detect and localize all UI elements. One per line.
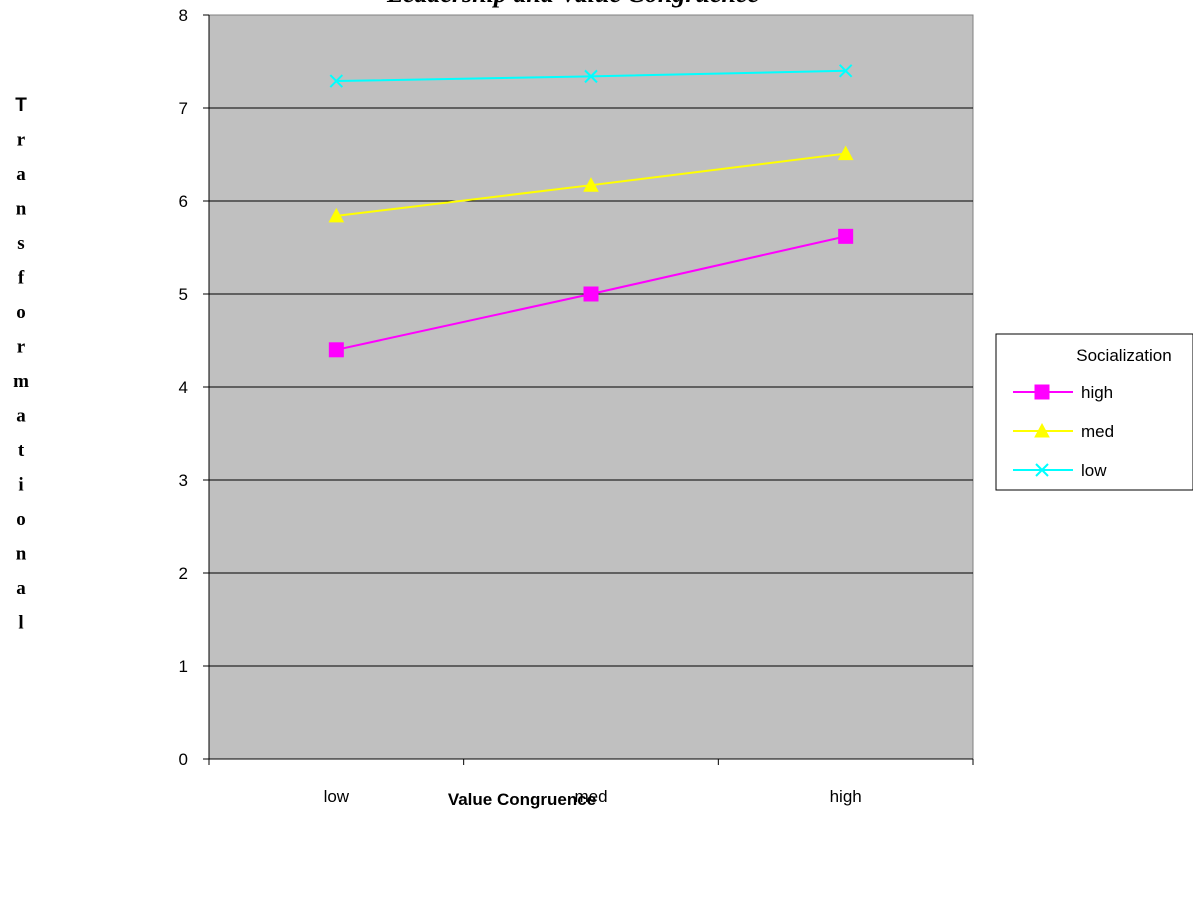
series-med	[328, 145, 854, 223]
data-point-high	[328, 342, 344, 358]
x-tick-label: low	[324, 787, 350, 806]
series-low	[329, 64, 853, 88]
x-tick-label: high	[830, 787, 862, 806]
axes	[203, 14, 974, 765]
y-axis-label-letter: n	[16, 544, 27, 565]
chart-title: Leadership and Value Congruence	[386, 0, 759, 8]
data-point-low	[329, 74, 344, 88]
legend-item-high: high	[1013, 383, 1113, 402]
y-tick-label: 3	[179, 471, 188, 490]
y-tick-label: 6	[179, 192, 188, 211]
y-tick-label: 7	[179, 99, 188, 118]
y-tick-label: 0	[179, 750, 188, 769]
legend-swatch-marker	[1034, 384, 1050, 400]
legend-label: med	[1081, 422, 1114, 441]
data-point-med	[328, 207, 345, 223]
y-axis-label-letter: f	[18, 268, 25, 289]
y-axis-label-letter: T	[15, 95, 27, 116]
legend-swatch-marker	[1034, 422, 1050, 438]
series-high	[328, 228, 854, 358]
series-lines	[328, 64, 854, 358]
y-axis-label-letter: i	[18, 475, 23, 496]
y-axis-label-letter: a	[16, 578, 26, 599]
x-axis-label: Value Congruence	[448, 790, 596, 809]
y-axis-label-letter: t	[18, 440, 25, 461]
y-tick-label: 5	[179, 285, 188, 304]
legend-item-med: med	[1013, 422, 1114, 441]
y-axis-label-letter: s	[17, 233, 24, 254]
y-tick-label: 8	[179, 6, 188, 25]
legend-swatch-marker	[1035, 463, 1049, 477]
y-axis-label-letter: a	[16, 406, 26, 427]
data-point-low	[584, 69, 598, 84]
y-axis-label-letter: n	[16, 199, 27, 220]
x-tick-labels: low med high	[324, 787, 862, 806]
y-axis-label-letter: o	[16, 509, 26, 530]
legend-box	[995, 333, 1193, 491]
y-axis-label-letter: o	[16, 302, 26, 323]
y-axis-label-letter: r	[17, 130, 26, 151]
data-point-high	[838, 228, 854, 244]
x-tick-label: med	[574, 787, 607, 806]
data-point-high	[583, 286, 599, 302]
y-axis-label-letter: l	[18, 613, 23, 634]
legend: Socialization high med low	[995, 333, 1193, 491]
y-axis-label-letter: r	[17, 337, 26, 358]
data-point-low	[838, 64, 853, 78]
y-tick-labels: 0 1 2 3 4 5 6 7 8	[179, 6, 188, 769]
legend-item-low: low	[1013, 461, 1107, 480]
y-axis-label-letter: a	[16, 164, 26, 185]
legend-title: Socialization	[1076, 346, 1171, 365]
data-point-med	[583, 177, 599, 192]
y-axis-label-letter: m	[13, 371, 29, 392]
legend-label: low	[1081, 461, 1107, 480]
y-tick-label: 1	[179, 657, 188, 676]
y-tick-label: 4	[179, 378, 188, 397]
data-point-med	[837, 145, 854, 161]
y-tick-label: 2	[179, 564, 188, 583]
legend-label: high	[1081, 383, 1113, 402]
